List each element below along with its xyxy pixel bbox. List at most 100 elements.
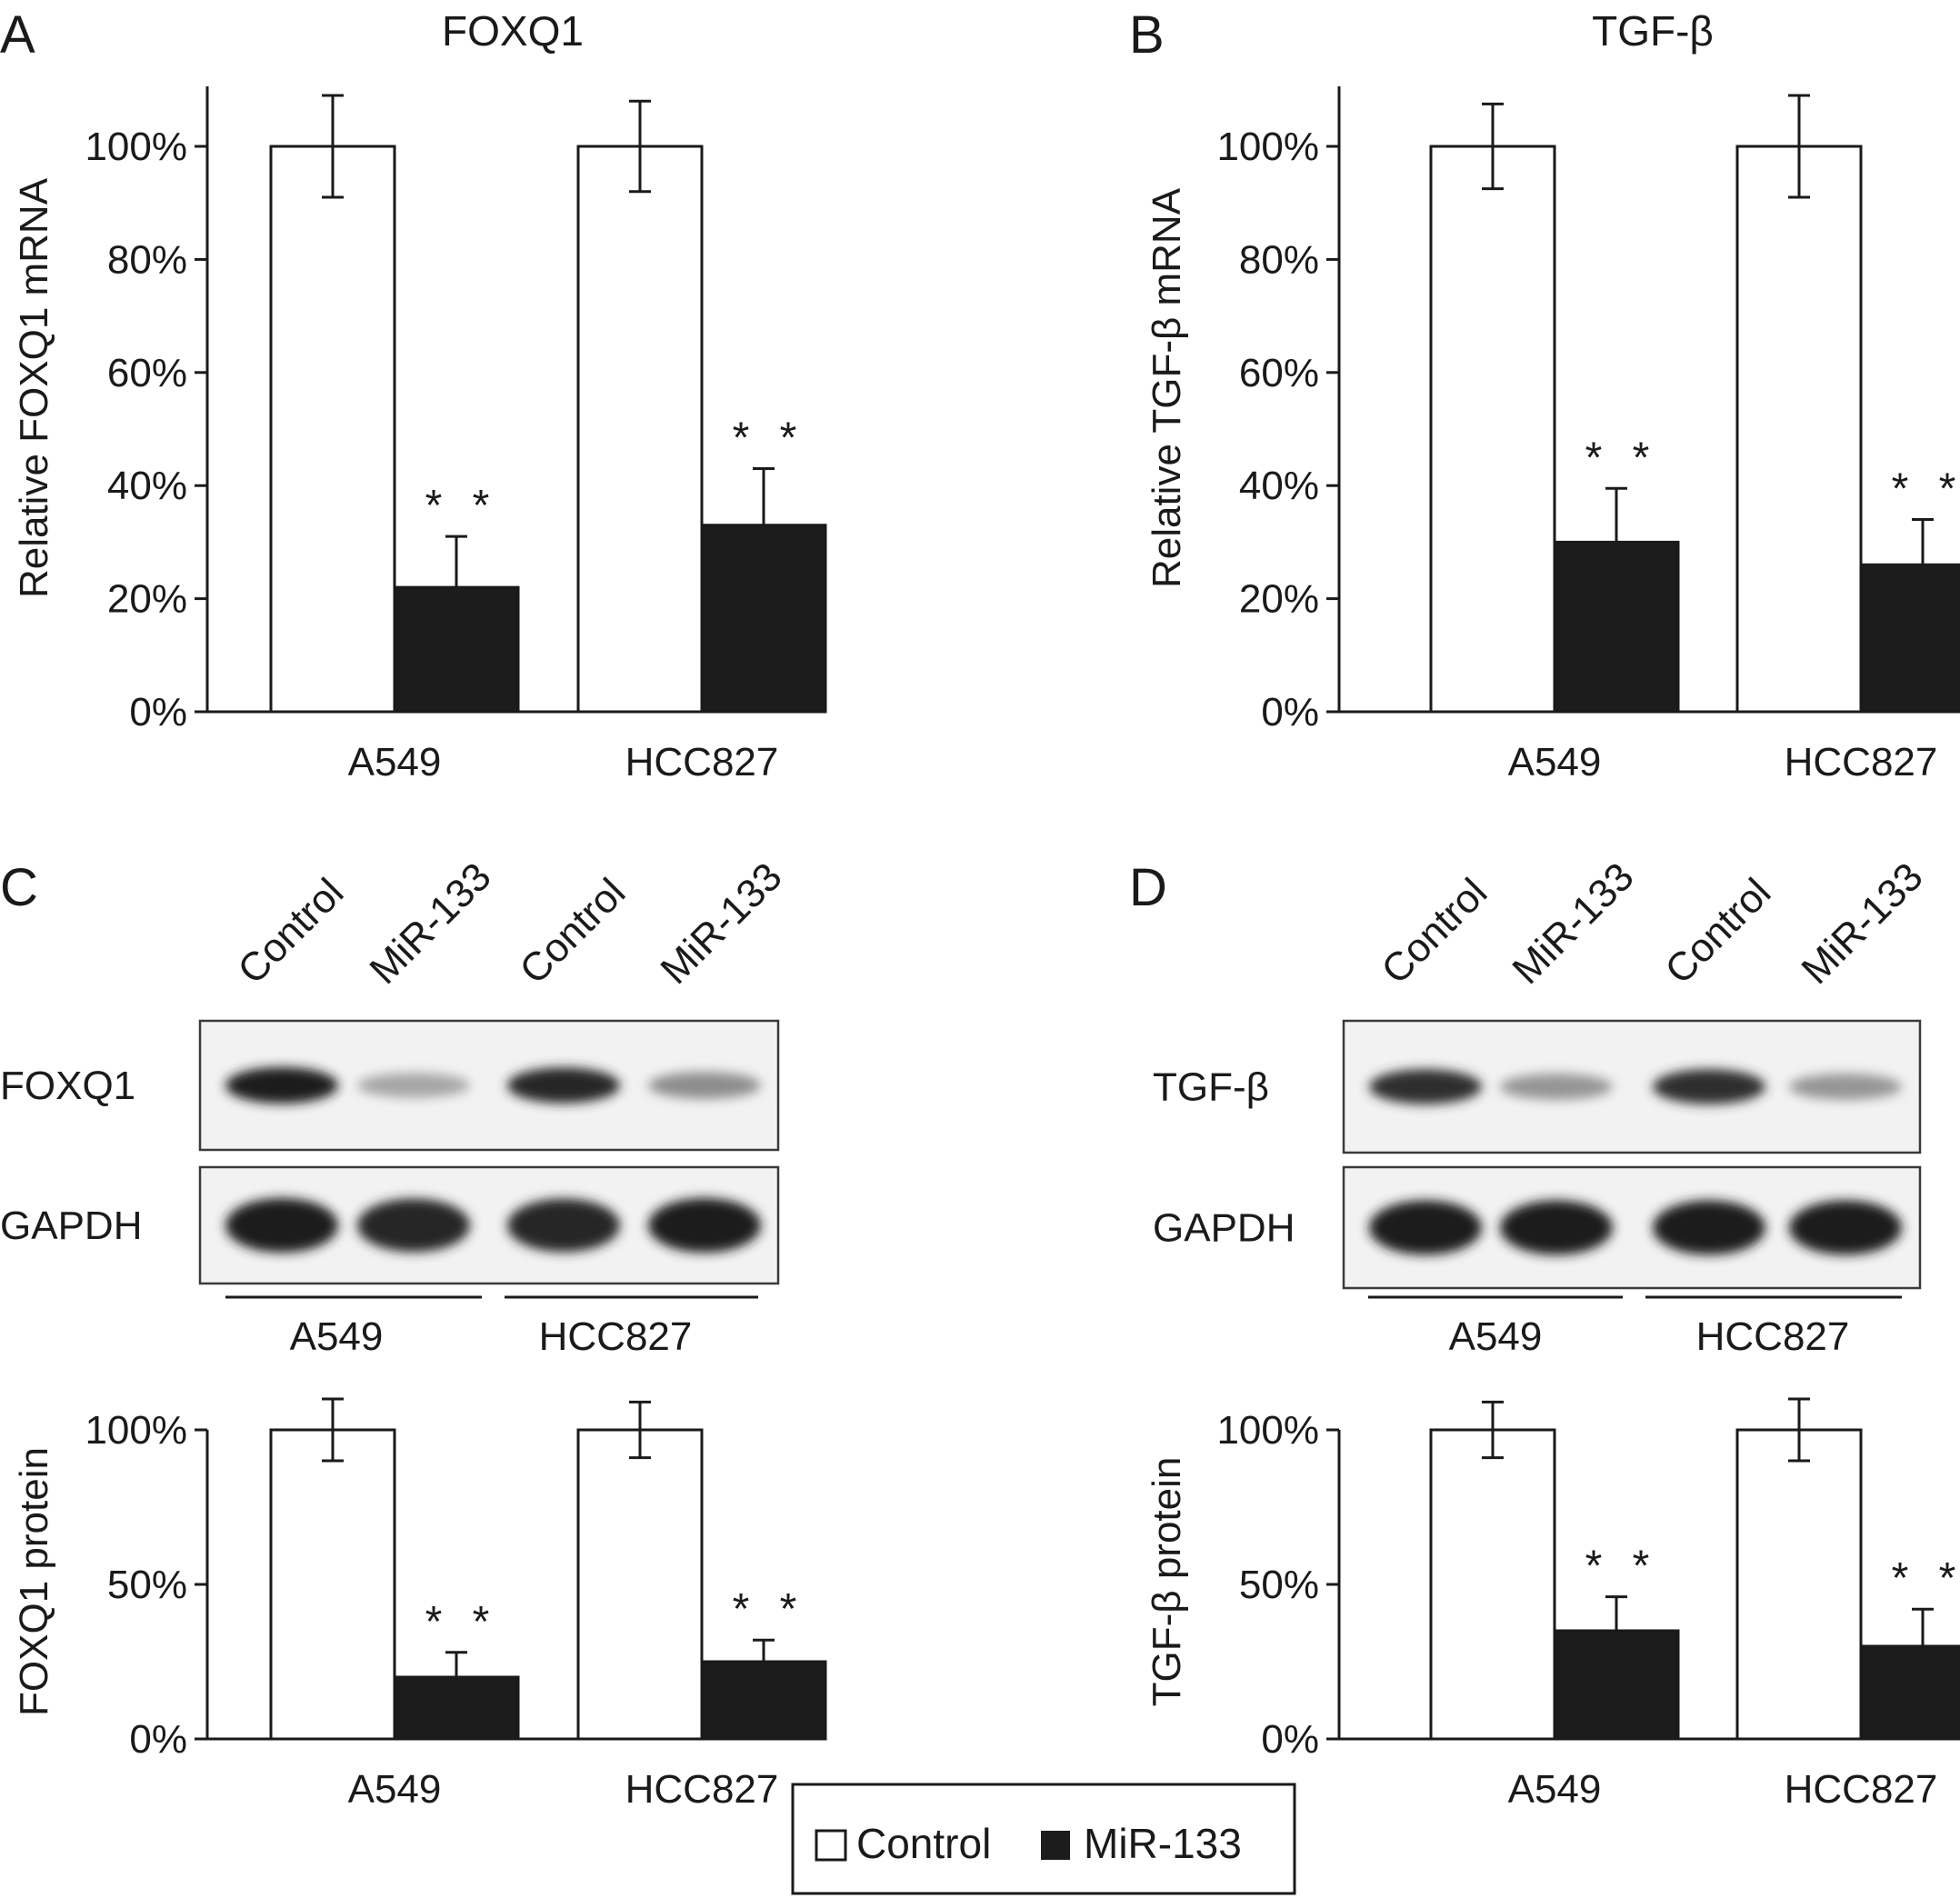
panel-d-band	[1789, 1074, 1902, 1100]
panel-a-ytick-label: 20%	[107, 577, 187, 622]
panel-a-significance: * *	[425, 482, 499, 530]
panel-c-band	[648, 1072, 761, 1099]
panel-b-ylabel: Relative TGF-β mRNA	[1145, 187, 1189, 588]
legend: Control MiR-133	[791, 1783, 1296, 1895]
panel-letter-c: C	[0, 858, 38, 917]
panel-c-chart: FOXQ1 protein 0% 50% 100% A549 * * HCC827 * *	[12, 1397, 827, 1812]
panel-b-ytick-label: 0%	[1261, 690, 1319, 734]
panel-d-category-label: HCC827	[1785, 1767, 1938, 1812]
panel-c-bar-control	[576, 1428, 704, 1741]
panel-d-lane-label: MiR-133	[1793, 854, 1931, 993]
panel-c-band	[507, 1198, 620, 1253]
panel-b-ytick-label: 20%	[1239, 577, 1319, 622]
panel-d-band	[1500, 1074, 1613, 1100]
panel-d-bar-mir133	[1553, 1629, 1680, 1741]
panel-a-bar-mir133	[393, 585, 520, 714]
panel-b-category-label: A549	[1508, 740, 1602, 784]
panel-letter-d: D	[1129, 858, 1167, 917]
panel-d-significance: * *	[1585, 1543, 1659, 1591]
legend-label-control: Control	[856, 1820, 991, 1867]
panel-d-blot: D Control MiR-133 Control MiR-133TGF-βGAPDH…	[1129, 854, 1932, 1359]
panel-d-band	[1369, 1200, 1482, 1255]
panel-a-category-label: HCC827	[625, 740, 779, 784]
panel-d-group-label: A549	[1449, 1314, 1543, 1359]
panel-c-blot-row-label: GAPDH	[0, 1204, 142, 1248]
panel-b-chart: B TGF-β Relative TGF-β mRNA 0% 20% 40% 60% 80%…	[1129, 5, 1960, 784]
panel-c-group-label: HCC827	[539, 1314, 693, 1359]
panel-d-lane-label: MiR-133	[1504, 854, 1642, 993]
panel-d-ylabel: TGF-β protein	[1145, 1457, 1189, 1707]
panel-a-bar-control	[576, 145, 704, 714]
panel-b-significance: * *	[1892, 465, 1960, 514]
panel-d-bar-mir133	[1859, 1644, 1960, 1741]
panel-d-group-label: HCC827	[1696, 1314, 1850, 1359]
panel-b-bar-control	[1735, 145, 1863, 714]
panel-d-chart: TGF-β protein 0% 50% 100% A549 * * HCC827 * *	[1145, 1397, 1960, 1812]
panel-a-bar-mir133	[700, 524, 827, 714]
panel-d-band	[1653, 1069, 1765, 1104]
panel-b-ytick-label: 100%	[1216, 125, 1319, 169]
panel-b-ytick-label: 40%	[1239, 464, 1319, 508]
panel-a-ylabel: Relative FOXQ1 mRNA	[12, 177, 56, 598]
panel-b-ytick-label: 80%	[1239, 237, 1319, 282]
panel-a-title: FOXQ1	[442, 7, 584, 55]
panel-d-bar-control	[1735, 1428, 1863, 1741]
panel-a-category-label: A549	[348, 740, 442, 784]
panel-d-lane-label: Control	[1373, 870, 1495, 993]
panel-d-band	[1369, 1069, 1482, 1104]
panel-c-blot-row-label: FOXQ1	[0, 1064, 135, 1108]
panel-c-bar-mir133	[700, 1660, 827, 1741]
panel-c-ylabel: FOXQ1 protein	[12, 1447, 56, 1716]
panel-a-ytick-label: 60%	[107, 351, 187, 395]
panel-a-ytick-label: 80%	[107, 237, 187, 282]
panel-d-band	[1789, 1200, 1902, 1255]
panel-c-lane-label: Control	[511, 870, 634, 993]
panel-c-category-label: HCC827	[625, 1767, 779, 1812]
panel-c-band	[225, 1067, 338, 1104]
legend-label-mir133: MiR-133	[1084, 1820, 1242, 1867]
panel-c-ytick-label: 100%	[85, 1408, 187, 1453]
panel-c-lane-label: MiR-133	[652, 854, 790, 993]
panel-b-bar-mir133	[1859, 563, 1960, 714]
panel-d-blot-row-label: GAPDH	[1153, 1206, 1295, 1251]
panel-d-bar-control	[1429, 1428, 1556, 1741]
panel-c-blot: C Control MiR-133 Control MiR-133FOXQ1GAPDH…	[0, 854, 791, 1359]
panel-a-significance: * *	[733, 415, 806, 463]
panel-c-bar-mir133	[393, 1675, 520, 1741]
panel-d-blot-row-label: TGF-β	[1153, 1065, 1269, 1110]
panel-letter-b: B	[1129, 5, 1165, 65]
panel-c-band	[357, 1073, 470, 1098]
panel-c-significance: * *	[733, 1585, 806, 1633]
panel-d-band	[1653, 1200, 1765, 1255]
panel-c-significance: * *	[425, 1598, 499, 1646]
panel-b-category-label: HCC827	[1785, 740, 1938, 784]
panel-d-ytick-label: 50%	[1239, 1563, 1319, 1607]
panel-a-chart: A FOXQ1 Relative FOXQ1 mRNA 0% 20% 40% 60% 80%…	[0, 5, 827, 784]
panel-d-lane-label: Control	[1656, 870, 1779, 993]
panel-d-ytick-label: 100%	[1216, 1408, 1319, 1453]
panel-b-bar-mir133	[1553, 540, 1680, 714]
panel-c-ytick-label: 0%	[129, 1717, 187, 1762]
panel-b-ytick-label: 60%	[1239, 351, 1319, 395]
panel-c-band	[507, 1067, 620, 1104]
panel-d-ytick-label: 0%	[1261, 1717, 1319, 1762]
panel-letter-a: A	[0, 5, 35, 65]
panel-c-band	[357, 1198, 470, 1253]
panel-a-ytick-label: 100%	[85, 125, 187, 169]
panel-b-title: TGF-β	[1592, 7, 1714, 55]
panel-c-lane-label: MiR-133	[361, 854, 499, 993]
panel-d-band	[1500, 1200, 1613, 1255]
panel-c-band	[225, 1198, 338, 1253]
panel-b-bar-control	[1429, 145, 1556, 714]
panel-d-significance: * *	[1892, 1554, 1960, 1603]
panel-b-significance: * *	[1585, 434, 1659, 482]
panel-c-bar-control	[269, 1428, 396, 1741]
legend-swatch-control	[815, 1829, 847, 1862]
panel-a-bar-control	[269, 145, 396, 714]
panel-d-category-label: A549	[1508, 1767, 1602, 1812]
panel-c-group-label: A549	[290, 1314, 384, 1359]
panel-a-ytick-label: 40%	[107, 464, 187, 508]
panel-c-lane-label: Control	[229, 870, 352, 993]
panel-c-ytick-label: 50%	[107, 1563, 187, 1607]
